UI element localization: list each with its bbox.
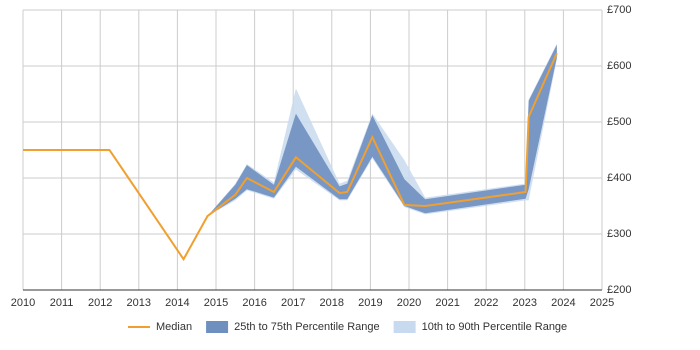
legend-swatch (206, 321, 229, 333)
x-tick-label: 2022 (474, 297, 498, 309)
y-tick-label: £500 (607, 116, 631, 128)
legend: Median 25th to 75th Percentile Range 10th … (128, 321, 567, 333)
x-tick-label: 2024 (551, 297, 575, 309)
y-tick-label: £400 (607, 172, 631, 184)
y-tick-label: £300 (607, 228, 631, 240)
x-tick-label: 2012 (88, 297, 112, 309)
x-tick-label: 2011 (50, 297, 74, 309)
legend-label: 25th to 75th Percentile Range (234, 321, 380, 333)
legend-swatch (393, 321, 416, 333)
percentile-band (207, 43, 557, 217)
x-tick-label: 2018 (320, 297, 344, 309)
x-tick-label: 2020 (397, 297, 421, 309)
legend-label: 10th to 90th Percentile Range (422, 321, 568, 333)
legend-label: Median (156, 321, 192, 333)
percentile-band (207, 44, 557, 217)
x-tick-label: 2015 (204, 297, 228, 309)
x-tick-label: 2019 (358, 297, 382, 309)
median-line (23, 52, 558, 262)
x-tick-label: 2025 (590, 297, 614, 309)
x-tick-label: 2023 (513, 297, 537, 309)
x-tick-label: 2017 (281, 297, 305, 309)
y-tick-label: £600 (607, 60, 631, 72)
y-tick-label: £200 (607, 284, 631, 296)
y-tick-label: £700 (607, 4, 631, 16)
x-tick-label: 2021 (435, 297, 459, 309)
x-tick-label: 2016 (242, 297, 266, 309)
x-tick-label: 2013 (127, 297, 151, 309)
x-tick-label: 2010 (11, 297, 35, 309)
x-tick-label: 2014 (165, 297, 189, 309)
